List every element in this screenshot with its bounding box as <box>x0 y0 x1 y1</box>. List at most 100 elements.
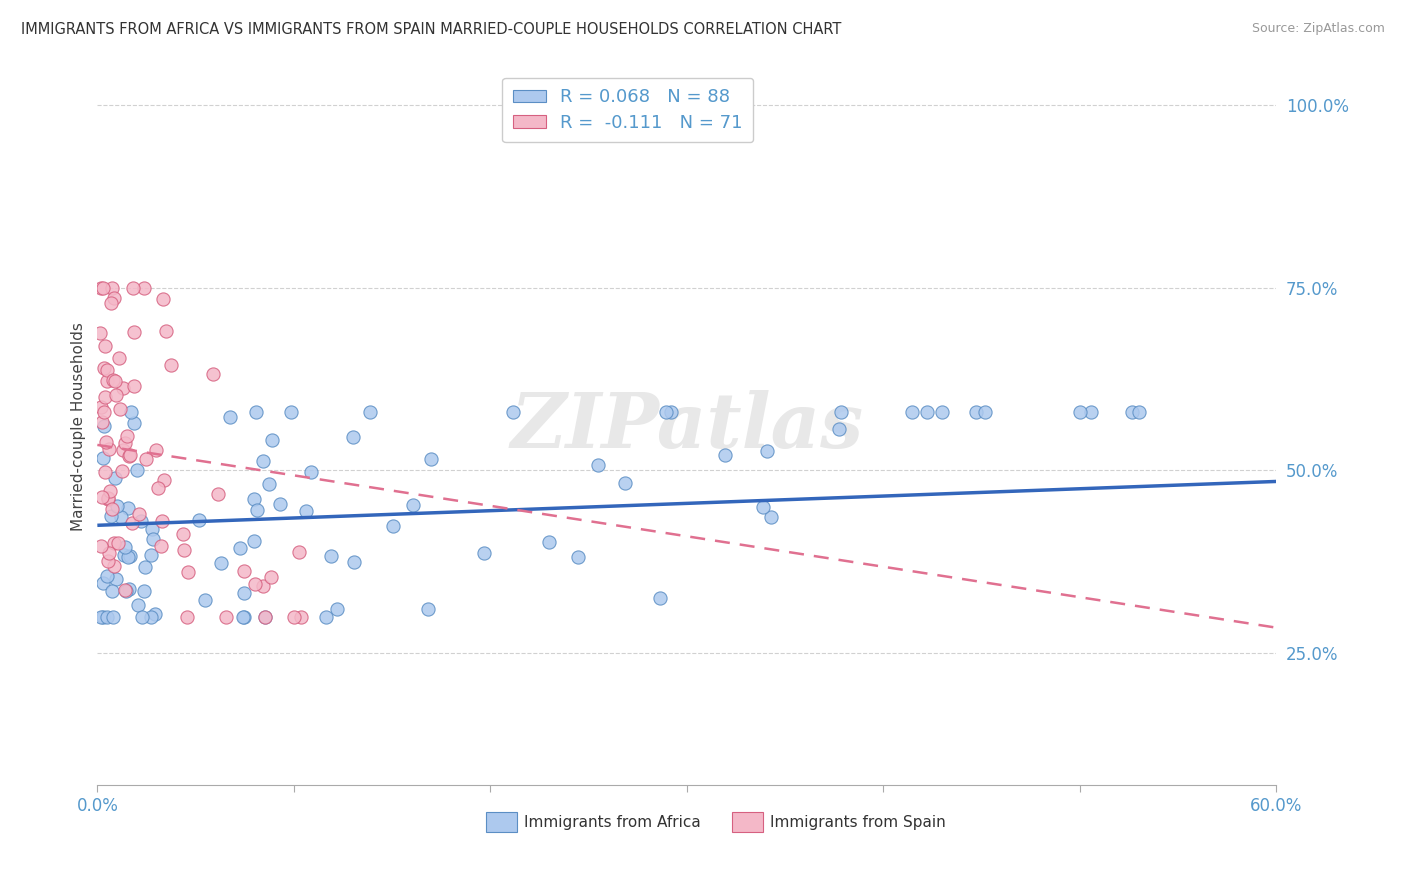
Point <box>122 378 145 392</box>
Point <box>187 513 209 527</box>
Point <box>245 405 267 419</box>
Point <box>118 549 141 563</box>
Point <box>131 609 153 624</box>
Text: IMMIGRANTS FROM AFRICA VS IMMIGRANTS FROM SPAIN MARRIED-COUPLE HOUSEHOLDS CORREL: IMMIGRANTS FROM AFRICA VS IMMIGRANTS FRO… <box>21 22 841 37</box>
Point <box>98 442 121 456</box>
Point <box>283 609 305 624</box>
Point <box>420 452 443 467</box>
Point <box>127 598 149 612</box>
Point <box>121 516 143 531</box>
Point <box>243 533 266 548</box>
Point <box>132 583 155 598</box>
Point <box>91 491 114 505</box>
Point <box>118 582 141 596</box>
Point <box>418 601 440 615</box>
Point <box>90 609 112 624</box>
Point <box>319 549 342 563</box>
Point <box>252 580 274 594</box>
Point <box>98 484 121 499</box>
Point <box>654 405 676 419</box>
Point <box>714 448 737 462</box>
Point <box>650 591 672 605</box>
Point <box>201 367 224 381</box>
Point <box>139 549 162 563</box>
Point <box>253 609 276 624</box>
Point <box>103 535 125 549</box>
Point <box>145 442 167 457</box>
Point <box>359 405 381 419</box>
Point <box>96 374 118 388</box>
Point <box>110 510 132 524</box>
Point <box>118 450 141 464</box>
Text: Source: ZipAtlas.com: Source: ZipAtlas.com <box>1251 22 1385 36</box>
Point <box>260 433 283 447</box>
Point <box>1121 405 1143 419</box>
Point <box>326 602 349 616</box>
Y-axis label: Married-couple Households: Married-couple Households <box>72 322 86 531</box>
Point <box>97 491 120 506</box>
Point <box>299 465 322 479</box>
Point <box>245 576 267 591</box>
Point <box>94 339 117 353</box>
Point <box>110 402 132 417</box>
Point <box>114 541 136 555</box>
Point <box>104 470 127 484</box>
Point <box>586 458 609 472</box>
Point <box>315 609 337 624</box>
Point <box>160 359 183 373</box>
Point <box>114 582 136 597</box>
Point <box>108 351 131 365</box>
Point <box>105 500 128 514</box>
Point <box>1080 405 1102 419</box>
Point <box>94 465 117 479</box>
Point <box>232 609 254 624</box>
Point <box>101 281 124 295</box>
Point <box>101 609 124 624</box>
Point <box>101 584 124 599</box>
Text: Immigrants from Africa: Immigrants from Africa <box>524 814 702 830</box>
Point <box>90 281 112 295</box>
Point <box>103 373 125 387</box>
Point <box>104 572 127 586</box>
Point <box>93 361 115 376</box>
Point <box>110 464 132 478</box>
Point <box>122 416 145 430</box>
Point <box>143 607 166 622</box>
Point <box>90 539 112 553</box>
Point <box>96 569 118 583</box>
Point <box>752 500 775 514</box>
Point <box>111 443 134 458</box>
Point <box>127 463 149 477</box>
Point <box>100 296 122 310</box>
Point <box>219 410 242 425</box>
Point <box>246 503 269 517</box>
Point <box>402 498 425 512</box>
Point <box>122 325 145 339</box>
Point <box>209 557 232 571</box>
Point <box>132 281 155 295</box>
Point <box>756 444 779 458</box>
Point <box>194 593 217 607</box>
Point <box>93 609 115 624</box>
Point <box>112 548 135 562</box>
Point <box>118 448 141 462</box>
Point <box>242 492 264 507</box>
Point <box>98 546 121 560</box>
Point <box>931 405 953 419</box>
Text: Immigrants from Spain: Immigrants from Spain <box>770 814 946 830</box>
Point <box>150 539 173 553</box>
Point <box>103 558 125 573</box>
Point <box>91 450 114 465</box>
Point <box>115 583 138 598</box>
Point <box>101 501 124 516</box>
Point <box>128 507 150 521</box>
Point <box>91 281 114 295</box>
Point <box>974 405 997 419</box>
Point <box>342 430 364 444</box>
Point <box>155 325 177 339</box>
Point <box>1069 405 1091 419</box>
Point <box>965 405 987 419</box>
Point <box>228 541 250 555</box>
Point <box>121 281 143 295</box>
Point <box>134 559 156 574</box>
